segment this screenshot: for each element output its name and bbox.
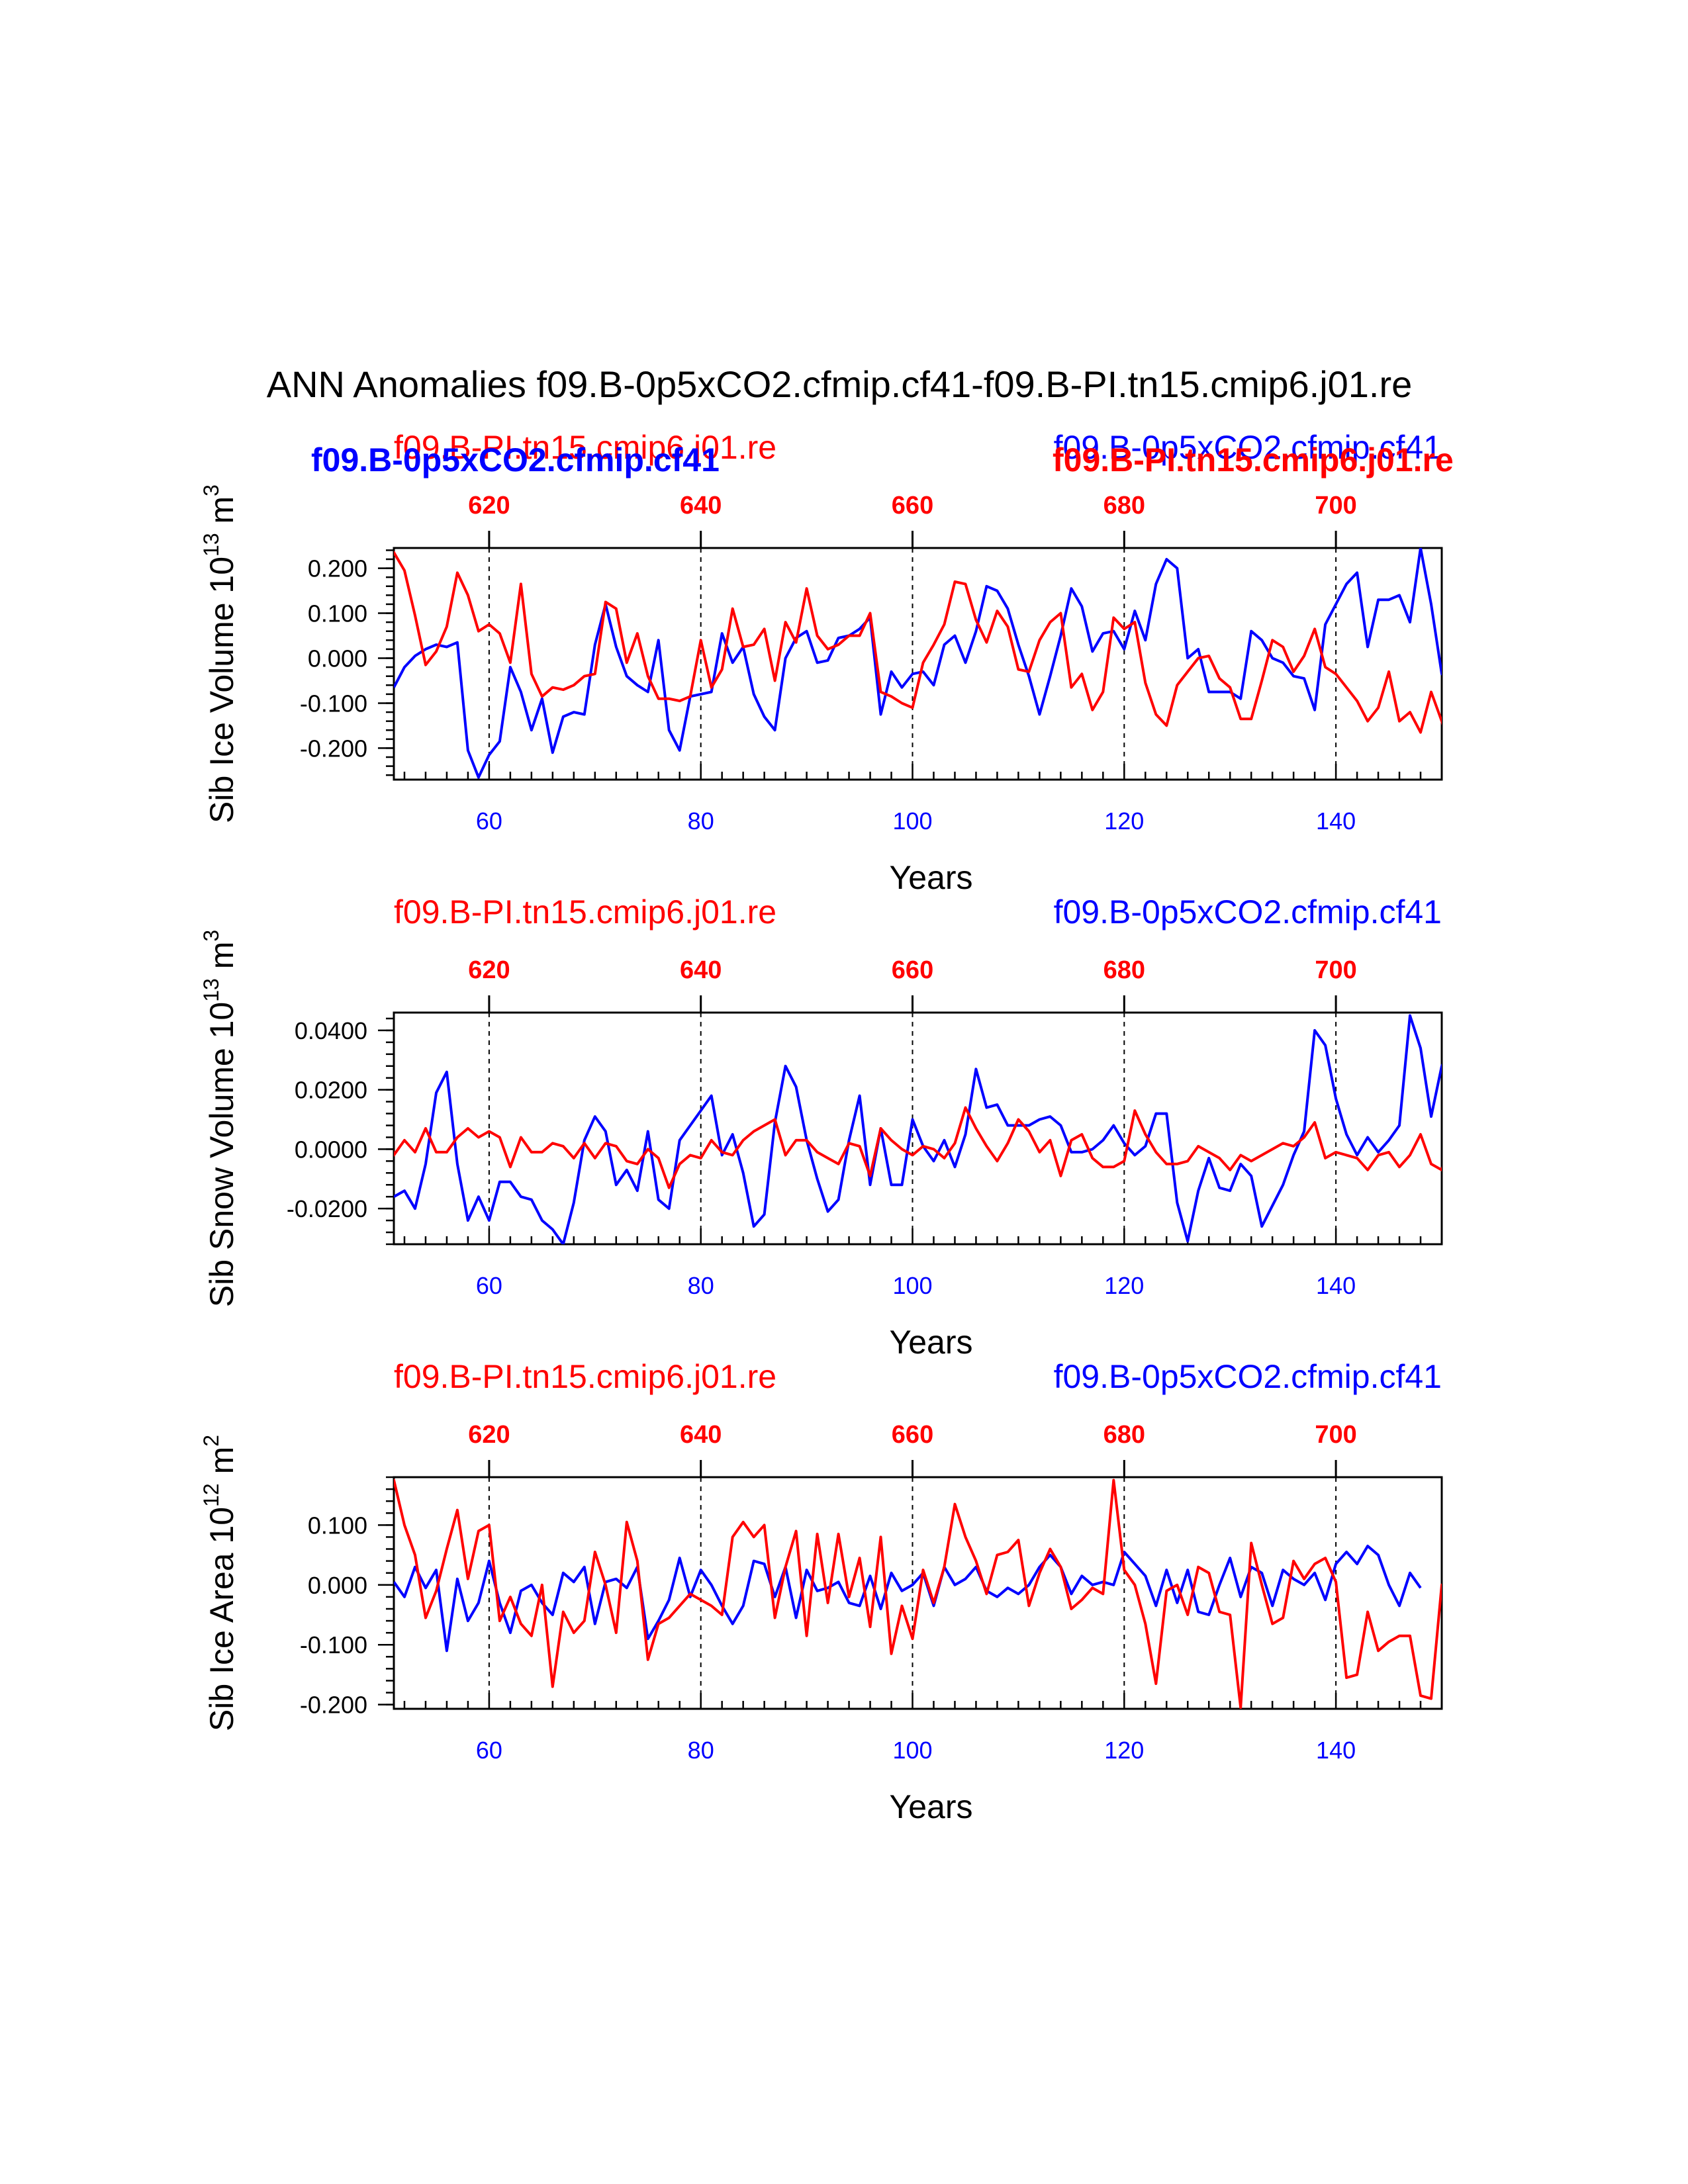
x-tick-label: 100 <box>892 807 932 835</box>
x-tick-label: 140 <box>1316 1272 1356 1299</box>
x-tick-label: 120 <box>1104 807 1144 835</box>
x-tick-label: 100 <box>892 1272 932 1299</box>
top-tick-label: 660 <box>892 956 933 984</box>
top-tick-label: 640 <box>680 1421 722 1449</box>
y-tick-label: 0.100 <box>308 600 367 627</box>
top-left-run-label: f09.B-PI.tn15.cmip6.j01.re <box>394 429 776 466</box>
x-tick-label: 80 <box>688 1272 714 1299</box>
chart-panel-3: 60 80 100 120 140 620 640 660 680 700 -0.200 -0.100… <box>199 1358 1443 1825</box>
x-tick-label: 80 <box>688 1737 714 1764</box>
top-tick-label: 660 <box>892 492 933 520</box>
x-tick-label: 60 <box>476 1737 502 1764</box>
x-axis-title: Years <box>889 1788 972 1825</box>
y-tick-label: -0.200 <box>300 735 367 762</box>
y-axis-title: Sib Snow Volume 1013 m3 <box>199 930 240 1307</box>
top-left-run-label: f09.B-PI.tn15.cmip6.j01.re <box>394 893 776 931</box>
top-tick-label: 680 <box>1103 1421 1145 1449</box>
y-tick-label: -0.0200 <box>287 1195 367 1222</box>
y-tick-label: 0.000 <box>308 645 367 672</box>
x-tick-label: 80 <box>688 807 714 835</box>
x-tick-label: 140 <box>1316 807 1356 835</box>
y-tick-label: 0.0000 <box>295 1136 367 1163</box>
y-tick-label: -0.100 <box>300 1631 367 1659</box>
series-line-blue <box>394 548 1442 779</box>
figure-title: ANN Anomalies f09.B-0p5xCO2.cfmip.cf41-f… <box>267 363 1413 405</box>
top-right-run-label: f09.B-0p5xCO2.cfmip.cf41 <box>1054 1358 1442 1395</box>
top-tick-label: 620 <box>468 956 510 984</box>
x-tick-label: 120 <box>1104 1272 1144 1299</box>
chart-panel-2: 60 80 100 120 140 620 640 660 680 700 -0.0200 0.000… <box>199 893 1443 1361</box>
y-tick-label: -0.100 <box>300 690 367 717</box>
top-tick-label: 640 <box>680 492 722 520</box>
top-tick-label: 700 <box>1315 1421 1356 1449</box>
chart-panel-1: 60 80 100 120 140 620 640 660 680 700 -0.200 -0.100… <box>199 429 1443 896</box>
y-axis-title: Sib Ice Area 1012 m2 <box>199 1435 240 1731</box>
y-tick-label: -0.200 <box>300 1692 367 1719</box>
y-tick-label: 0.200 <box>308 555 367 582</box>
x-tick-label: 60 <box>476 807 502 835</box>
top-tick-label: 640 <box>680 956 722 984</box>
y-axis-title: Sib Ice Volume 1013 m3 <box>199 484 240 823</box>
y-tick-label: 0.100 <box>308 1512 367 1539</box>
top-tick-label: 700 <box>1315 492 1356 520</box>
series-line-red <box>394 1479 1442 1709</box>
x-tick-label: 100 <box>892 1737 932 1764</box>
top-left-run-label: f09.B-PI.tn15.cmip6.j01.re <box>394 1358 776 1395</box>
y-tick-label: 0.000 <box>308 1572 367 1599</box>
top-tick-label: 620 <box>468 492 510 520</box>
y-tick-label: 0.0400 <box>295 1017 367 1044</box>
top-tick-label: 680 <box>1103 492 1145 520</box>
top-right-run-label: f09.B-0p5xCO2.cfmip.cf41 <box>1054 429 1442 466</box>
overlay-label-red-right: f09.B-PI.tn15.cmip6.j01.re <box>1053 441 1454 478</box>
overlay-label-blue-left: f09.B-0p5xCO2.cfmip.cf41 <box>311 441 720 478</box>
series-line-red <box>394 1106 1442 1189</box>
x-axis-title: Years <box>889 1324 972 1361</box>
x-tick-label: 120 <box>1104 1737 1144 1764</box>
top-tick-label: 660 <box>892 1421 933 1449</box>
plot-frame <box>393 547 1443 781</box>
plot-frame <box>393 1011 1443 1246</box>
series-line-blue <box>394 1014 1442 1244</box>
top-tick-label: 700 <box>1315 956 1356 984</box>
series-line-red <box>394 551 1442 734</box>
y-tick-label: 0.0200 <box>295 1077 367 1104</box>
x-tick-label: 60 <box>476 1272 502 1299</box>
top-tick-label: 620 <box>468 1421 510 1449</box>
top-right-run-label: f09.B-0p5xCO2.cfmip.cf41 <box>1054 893 1442 931</box>
x-axis-title: Years <box>889 859 972 896</box>
top-tick-label: 680 <box>1103 956 1145 984</box>
x-tick-label: 140 <box>1316 1737 1356 1764</box>
